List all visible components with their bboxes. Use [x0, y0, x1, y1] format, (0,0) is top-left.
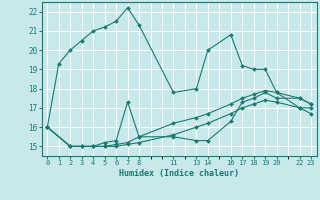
X-axis label: Humidex (Indice chaleur): Humidex (Indice chaleur) — [119, 169, 239, 178]
